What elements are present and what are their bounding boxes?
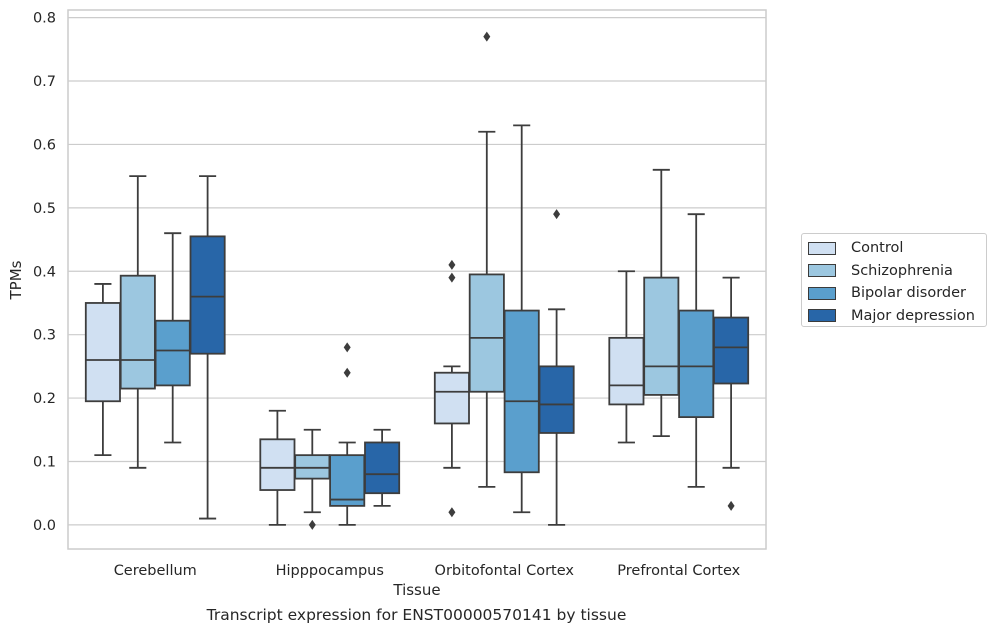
box bbox=[84, 302, 121, 403]
outlier-point bbox=[448, 259, 456, 270]
box-2-1 bbox=[468, 31, 505, 488]
y-tick-label: 0.5 bbox=[33, 201, 56, 217]
box bbox=[259, 438, 296, 491]
y-tick-label: 0.4 bbox=[33, 264, 56, 280]
box bbox=[294, 454, 331, 480]
y-tick-label: 0.8 bbox=[33, 11, 56, 27]
x-tick-label: Cerebellum bbox=[114, 563, 197, 579]
outlier-point bbox=[343, 367, 351, 378]
box bbox=[468, 273, 505, 393]
box-groups bbox=[84, 31, 750, 530]
box-1-1 bbox=[294, 428, 331, 530]
box bbox=[608, 336, 645, 406]
box bbox=[433, 371, 470, 425]
outlier-point bbox=[483, 31, 491, 42]
legend-item: Schizophrenia bbox=[808, 260, 986, 283]
box-0-2 bbox=[154, 232, 191, 444]
box bbox=[189, 235, 226, 355]
box bbox=[678, 309, 715, 419]
outlier-point bbox=[448, 272, 456, 283]
legend-item: Control bbox=[808, 237, 986, 260]
box bbox=[329, 454, 366, 507]
outlier-point bbox=[343, 342, 351, 353]
legend-item: Bipolar disorder bbox=[808, 282, 986, 305]
box-3-0 bbox=[608, 270, 645, 444]
y-tick-labels: 0.0 0.1 0.2 0.3 0.4 0.5 0.6 0.7 0.8 bbox=[33, 11, 56, 534]
box bbox=[119, 274, 156, 390]
legend-label: Control bbox=[851, 240, 904, 257]
box-2-2 bbox=[503, 124, 540, 514]
legend-swatch bbox=[808, 264, 836, 278]
legend-swatch bbox=[808, 286, 836, 300]
legend-swatch bbox=[808, 309, 836, 323]
x-tick-labels: Cerebellum Hipppocampus Orbitofontal Corte… bbox=[114, 563, 741, 579]
outlier-point bbox=[448, 507, 456, 518]
y-tick-label: 0.3 bbox=[33, 328, 56, 344]
box-3-1 bbox=[643, 168, 680, 438]
box-2-3 bbox=[538, 209, 575, 526]
legend-label: Bipolar disorder bbox=[851, 285, 966, 302]
box bbox=[538, 365, 575, 434]
box-1-2 bbox=[329, 342, 366, 526]
box bbox=[713, 316, 750, 385]
box bbox=[364, 441, 401, 495]
box bbox=[643, 276, 680, 396]
box bbox=[503, 309, 540, 474]
figure-caption: Transcript expression for ENST0000057014… bbox=[206, 606, 627, 624]
box-1-0 bbox=[259, 409, 296, 526]
y-tick-label: 0.7 bbox=[33, 74, 56, 90]
legend-label: Major depression bbox=[851, 307, 975, 324]
box-1-3 bbox=[364, 428, 401, 507]
y-tick-label: 0.2 bbox=[33, 391, 56, 407]
legend-item: Major depression bbox=[808, 305, 986, 328]
y-axis-label: TPMs bbox=[7, 260, 25, 300]
box-0-3 bbox=[189, 175, 226, 520]
x-tick-label: Prefrontal Cortex bbox=[617, 563, 740, 579]
box-0-0 bbox=[84, 283, 121, 457]
outlier-point bbox=[308, 519, 316, 530]
x-tick-label: Hipppocampus bbox=[276, 563, 384, 579]
plot-frame bbox=[67, 9, 767, 550]
legend-label: Schizophrenia bbox=[851, 262, 953, 279]
box-2-0 bbox=[433, 259, 470, 518]
outlier-point bbox=[727, 500, 735, 511]
outlier-point bbox=[553, 209, 561, 220]
box bbox=[154, 319, 191, 387]
y-tick-label: 0.1 bbox=[33, 454, 56, 470]
x-tick-label: Orbitofontal Cortex bbox=[435, 563, 575, 579]
x-axis-label: Tissue bbox=[392, 581, 440, 599]
y-tick-label: 0.0 bbox=[33, 518, 56, 534]
legend: Control Schizophrenia Bipolar disorder Majo… bbox=[801, 233, 987, 327]
box-3-3 bbox=[713, 276, 750, 511]
box-3-2 bbox=[678, 213, 715, 488]
y-tick-label: 0.6 bbox=[33, 137, 56, 153]
box-0-1 bbox=[119, 175, 156, 469]
legend-swatch bbox=[808, 241, 836, 255]
